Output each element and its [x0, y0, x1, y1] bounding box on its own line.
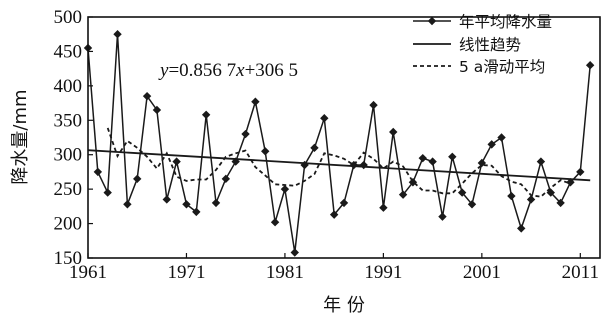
x-tick-label: 2011 [562, 262, 599, 283]
y-tick-label: 500 [54, 7, 83, 28]
data-point [448, 152, 457, 161]
data-point [162, 195, 171, 204]
data-point [280, 184, 290, 194]
y-tick-label: 350 [54, 110, 83, 131]
y-tick-label: 300 [54, 145, 83, 166]
legend-item-moving-average: 5 a滑动平均 [413, 58, 545, 76]
data-point [418, 153, 427, 163]
legend-label: 5 a滑动平均 [459, 58, 545, 76]
data-point [507, 191, 516, 201]
data-point [211, 198, 221, 208]
data-point [172, 157, 181, 166]
data-point [339, 198, 349, 208]
series-line-annual-precipitation [87, 34, 591, 253]
data-point [103, 188, 112, 197]
data-point [379, 203, 388, 212]
data-point [290, 248, 299, 257]
data-point [536, 157, 546, 166]
data-point [517, 224, 526, 233]
data-point [546, 188, 555, 197]
x-tick-label: 1991 [364, 262, 402, 283]
series-line-moving-average [106, 127, 571, 198]
series-line-linear-trend [87, 149, 591, 182]
data-point [556, 198, 565, 208]
data-point [201, 110, 211, 119]
legend-label: 年平均降水量 [459, 13, 552, 31]
data-point [576, 167, 585, 177]
data-point [497, 133, 506, 142]
data-point [182, 200, 191, 209]
data-point [329, 210, 339, 219]
data-point [428, 157, 437, 166]
chart-marks [83, 30, 595, 257]
data-point [359, 160, 368, 170]
data-point [310, 143, 319, 153]
y-tick-label: 200 [54, 214, 83, 235]
axis-ticks: 150 200 250 300 350 400 450 500 1961 1971 1981 1991… [54, 7, 599, 283]
legend-item-annual: 年平均降水量 [413, 13, 552, 31]
plot-frame [87, 16, 601, 259]
legend-item-trend: 线性趋势 [413, 36, 521, 54]
x-tick-label: 2001 [463, 262, 501, 283]
data-point [221, 174, 231, 184]
data-point [526, 195, 536, 204]
data-point [566, 178, 575, 187]
data-point [487, 140, 496, 149]
legend-swatch-marker [427, 16, 437, 26]
data-point [123, 200, 132, 209]
x-tick-label: 1981 [266, 262, 304, 283]
y-tick-label: 250 [54, 179, 83, 200]
data-point [93, 167, 103, 177]
data-point [389, 127, 398, 137]
data-point [369, 100, 378, 110]
data-point [467, 200, 477, 209]
data-point [231, 157, 240, 166]
data-point [251, 97, 260, 106]
data-point [320, 114, 329, 123]
data-point [241, 129, 250, 139]
y-tick-label: 450 [54, 41, 83, 62]
x-tick-label: 1971 [167, 262, 205, 283]
svg-text:y=0.856 7x+306 5: y=0.856 7x+306 5 [158, 60, 298, 81]
data-point [300, 160, 309, 170]
data-point [192, 207, 201, 217]
legend-label: 线性趋势 [459, 36, 521, 54]
equation-part-x: x [235, 60, 245, 81]
y-axis-title: 降水量/mm [10, 89, 31, 184]
x-tick-label: 1961 [69, 262, 107, 283]
data-point [477, 158, 487, 168]
data-point [133, 174, 142, 184]
data-point [457, 188, 467, 197]
data-point [408, 178, 418, 187]
data-point [142, 91, 152, 101]
equation-part-y: y [158, 60, 169, 81]
equation-part-intercept: +306 5 [245, 60, 298, 81]
data-point [349, 160, 359, 170]
y-tick-label: 400 [54, 76, 83, 97]
data-point [261, 147, 270, 156]
data-point [270, 217, 280, 227]
equation-annotation: y=0.856 7x+306 5 [158, 60, 298, 81]
equation-part-slope: =0.856 7 [168, 60, 236, 81]
x-axis-title: 年 份 [323, 295, 365, 316]
data-point [152, 105, 162, 115]
data-point [438, 212, 447, 221]
data-point [398, 190, 408, 199]
data-point [113, 30, 122, 39]
y-tick-label: 150 [54, 248, 83, 269]
data-point [585, 61, 595, 70]
